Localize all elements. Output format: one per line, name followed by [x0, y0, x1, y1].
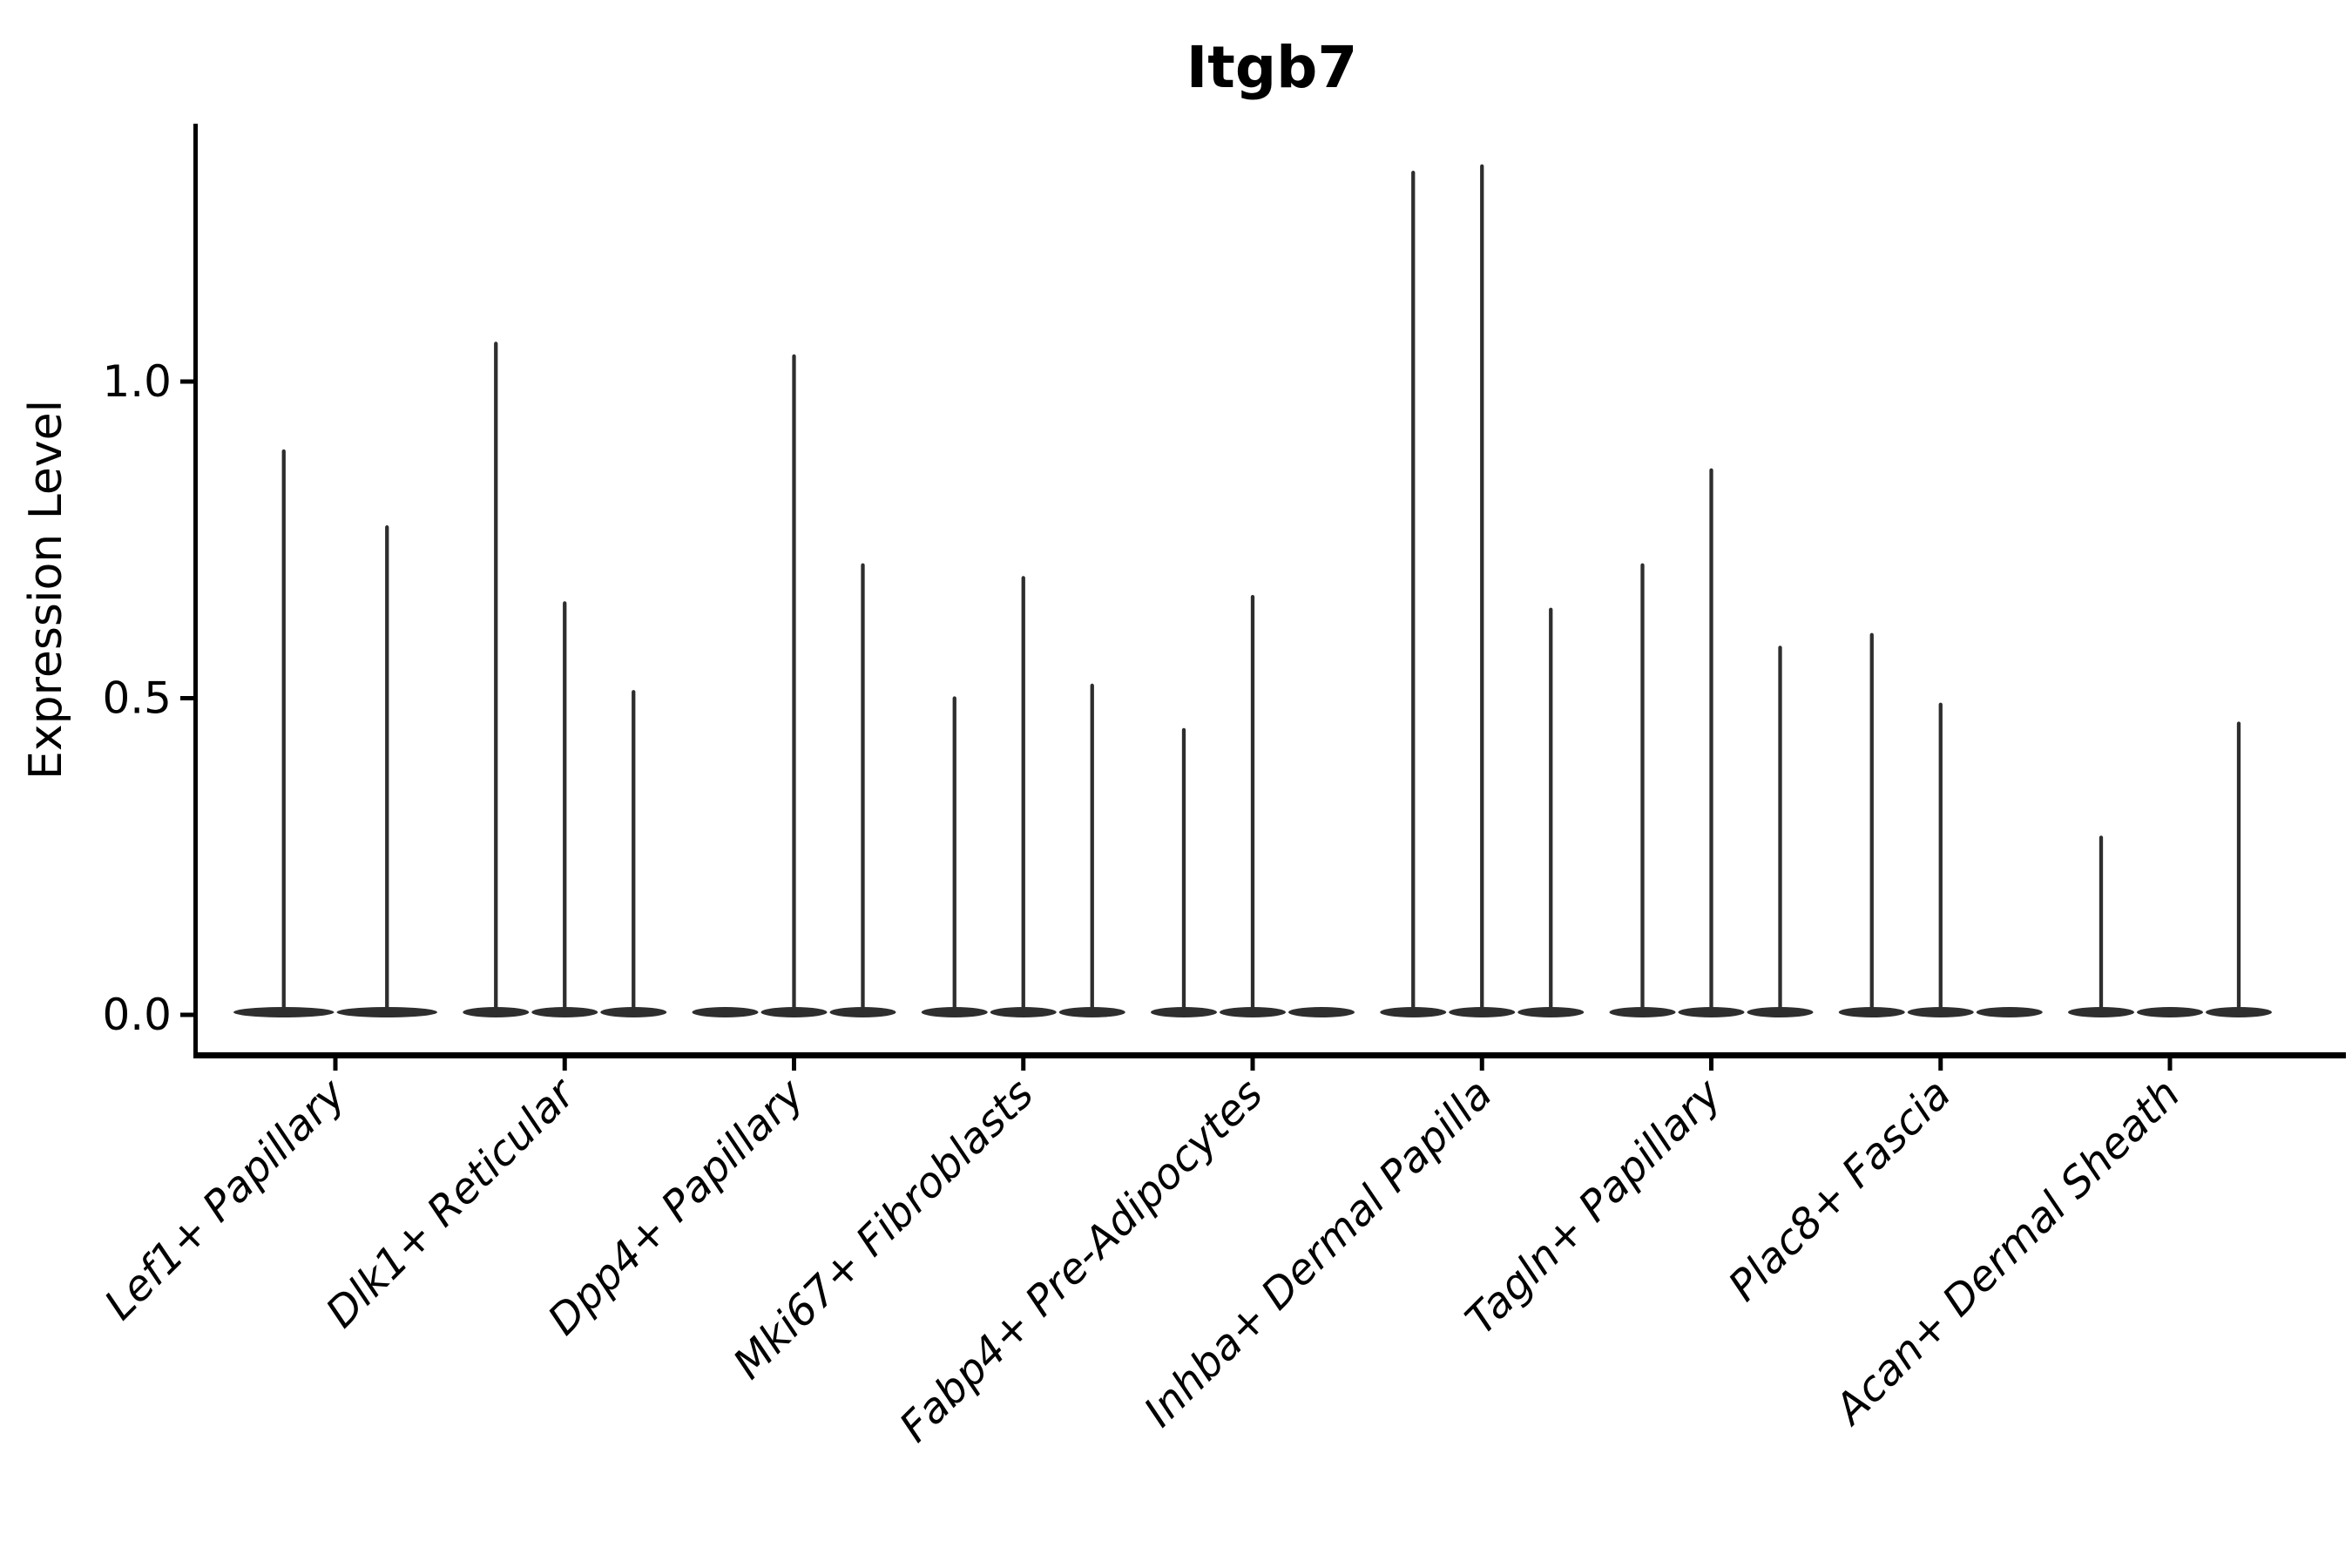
- violin-base: [463, 1007, 530, 1017]
- x-tick-label: Dlk1+ Reticular: [317, 1068, 587, 1338]
- violin-base: [2206, 1007, 2272, 1017]
- violin-base: [1151, 1007, 1217, 1017]
- x-tick-mark: [1938, 1058, 1943, 1071]
- x-tick-mark: [1479, 1058, 1484, 1071]
- x-tick-mark: [333, 1058, 338, 1071]
- violin-group: [233, 449, 437, 1017]
- y-tick-label: 1.0: [102, 356, 172, 407]
- y-tick-mark: [180, 696, 193, 700]
- violin-base: [921, 1007, 988, 1017]
- x-tick-label: Fabp4+ Pre-Adipocytes: [890, 1070, 1273, 1452]
- x-tick-mark: [792, 1058, 796, 1071]
- violin-group: [1151, 595, 1355, 1017]
- violin-base: [600, 1007, 667, 1017]
- violin-base: [1288, 1007, 1355, 1017]
- x-tick-mark: [562, 1058, 567, 1071]
- x-tick-label: Dpp4+ Papillary: [538, 1069, 814, 1344]
- x-tick-mark: [2167, 1058, 2173, 1071]
- violin-base: [1380, 1007, 1447, 1017]
- violin-base: [1449, 1007, 1516, 1017]
- violin-group: [463, 341, 667, 1017]
- violin-base: [829, 1007, 896, 1017]
- violin-base: [1220, 1007, 1286, 1017]
- violin-base: [1058, 1007, 1125, 1017]
- x-tick-mark: [1709, 1058, 1713, 1071]
- violin-base: [990, 1007, 1057, 1017]
- violin-base: [1838, 1007, 1905, 1017]
- violin-base: [2137, 1007, 2203, 1017]
- y-tick-label: 0.5: [102, 673, 172, 724]
- violin-base: [2068, 1007, 2134, 1017]
- violin-group: [692, 354, 896, 1017]
- violin-base: [1976, 1007, 2043, 1017]
- violin-base: [531, 1007, 598, 1017]
- x-tick-label: Lef1+ Papillary: [95, 1069, 355, 1329]
- x-tick-mark: [1250, 1058, 1255, 1071]
- violin-group: [2068, 721, 2272, 1017]
- y-tick-label: 0.0: [102, 990, 172, 1040]
- violin-group: [1380, 164, 1585, 1017]
- violin-base: [336, 1007, 437, 1017]
- violin-group: [1609, 468, 1814, 1017]
- violin-base: [1678, 1007, 1745, 1017]
- violin-base: [692, 1007, 759, 1017]
- violin-base: [760, 1007, 828, 1017]
- violin-base: [233, 1007, 335, 1017]
- violin-base: [1747, 1007, 1814, 1017]
- violin-group: [1838, 632, 2043, 1017]
- chart-title: Itgb7: [1186, 34, 1358, 101]
- violin-base: [1907, 1007, 1974, 1017]
- x-tick-label: Plac8+ Fascia: [1720, 1070, 1961, 1311]
- violin-base: [1609, 1007, 1676, 1017]
- y-tick-mark: [180, 379, 193, 384]
- x-tick-mark: [1021, 1058, 1026, 1071]
- x-axis-spine: [193, 1052, 2346, 1058]
- y-axis-label: Expression Level: [20, 400, 72, 780]
- violin-group: [921, 576, 1125, 1017]
- y-tick-mark: [180, 1012, 193, 1017]
- violin-base: [1517, 1007, 1585, 1017]
- x-tick-label: Tagln+ Papillary: [1456, 1069, 1732, 1344]
- y-axis-spine: [193, 124, 198, 1058]
